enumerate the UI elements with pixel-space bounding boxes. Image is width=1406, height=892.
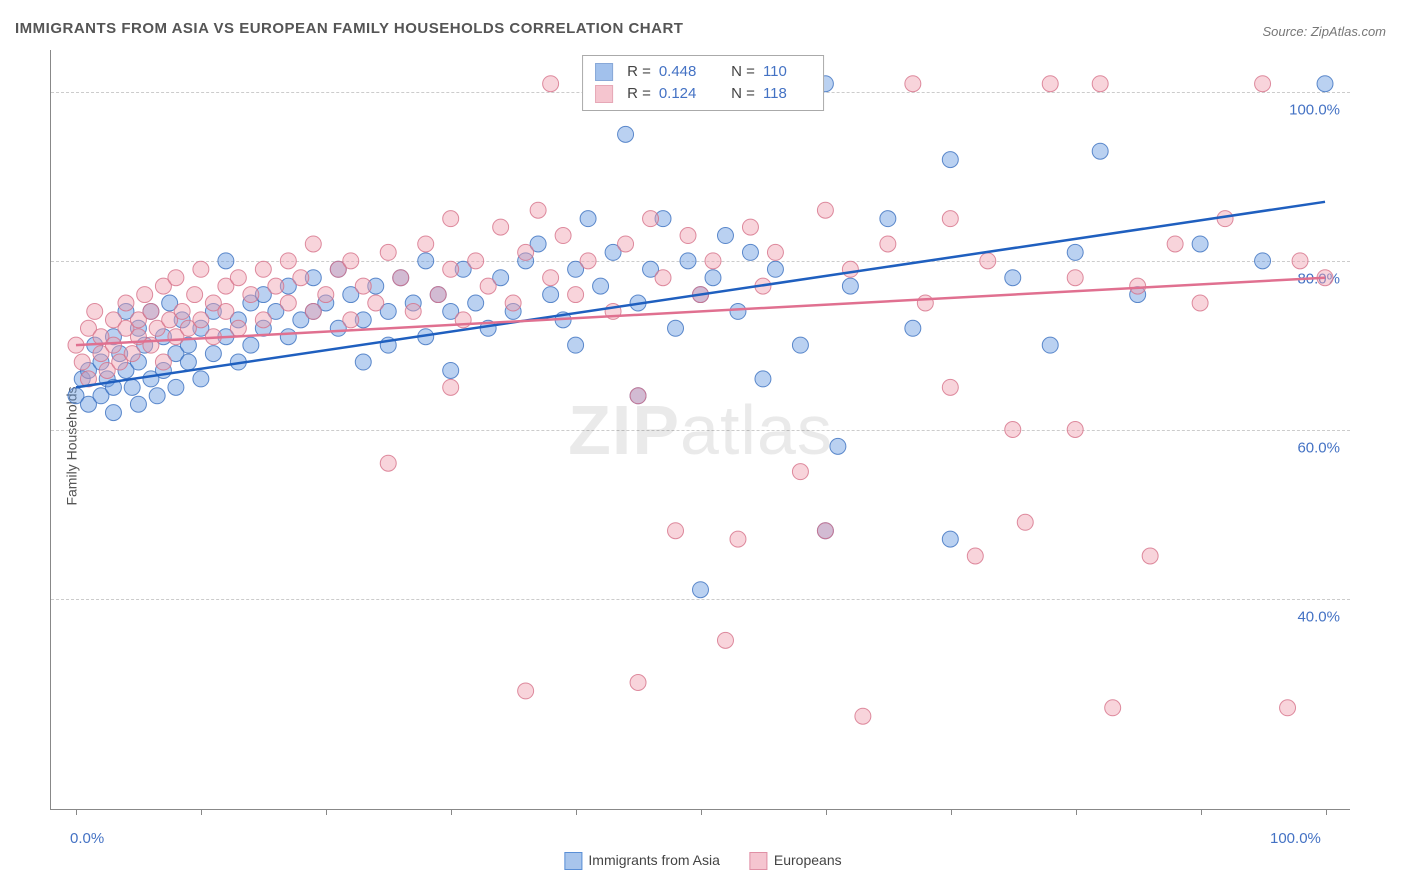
plot-area: ZIPatlas 40.0%60.0%80.0%100.0% [50, 50, 1350, 810]
x-tick [201, 809, 202, 815]
series-swatch [595, 63, 613, 81]
legend-swatch [750, 852, 768, 870]
x-tick [701, 809, 702, 815]
x-tick [1326, 809, 1327, 815]
x-tick-label: 100.0% [1270, 830, 1321, 847]
legend-item: Immigrants from Asia [564, 852, 719, 870]
bottom-legend: Immigrants from Asia Europeans [564, 852, 841, 870]
x-tick-label: 0.0% [70, 830, 104, 847]
x-tick [1076, 809, 1077, 815]
stats-row: R =0.448 N =110 [595, 61, 811, 83]
legend-label: Europeans [774, 852, 842, 868]
x-tick [1201, 809, 1202, 815]
chart-title: IMMIGRANTS FROM ASIA VS EUROPEAN FAMILY … [15, 20, 683, 37]
stats-legend: R =0.448 N =110R =0.124 N =118 [582, 55, 824, 111]
legend-label: Immigrants from Asia [588, 852, 719, 868]
stats-row: R =0.124 N =118 [595, 83, 811, 105]
series-swatch [595, 85, 613, 103]
x-tick [951, 809, 952, 815]
x-tick [76, 809, 77, 815]
source-label: Source: ZipAtlas.com [1262, 24, 1386, 39]
x-tick [451, 809, 452, 815]
x-tick [326, 809, 327, 815]
legend-swatch [564, 852, 582, 870]
legend-item: Europeans [750, 852, 842, 870]
scatter-svg [51, 50, 1350, 809]
x-tick [576, 809, 577, 815]
x-tick [826, 809, 827, 815]
